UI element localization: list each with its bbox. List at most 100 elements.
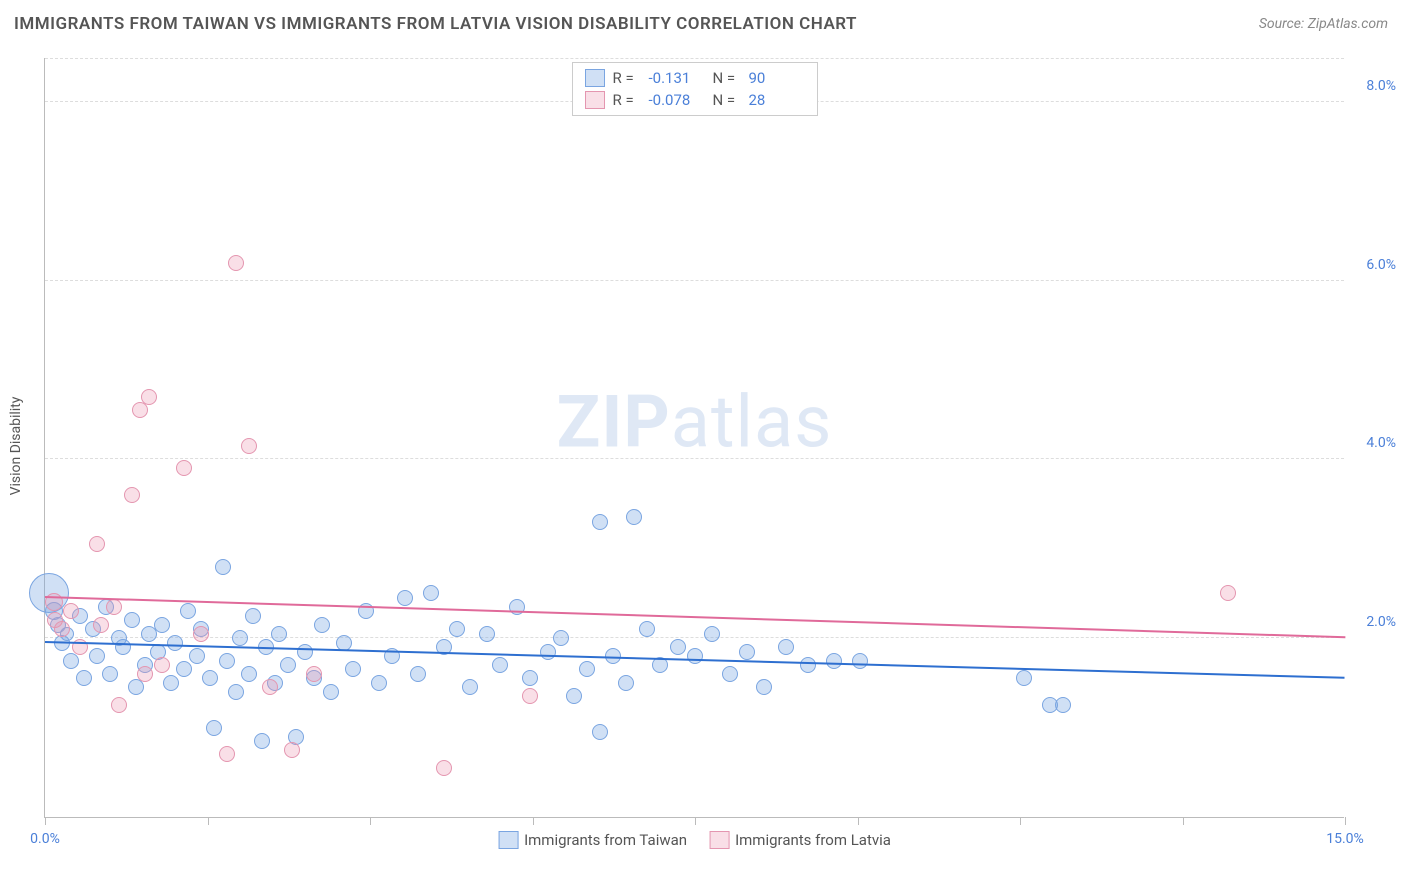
r-value: -0.078 [649, 91, 705, 109]
data-point [553, 630, 569, 646]
data-point [180, 603, 196, 619]
gridline [45, 58, 1344, 59]
data-point [262, 679, 278, 695]
data-point [522, 670, 538, 686]
data-point [93, 617, 109, 633]
data-point [592, 724, 608, 740]
data-point [284, 742, 300, 758]
data-point [639, 621, 655, 637]
data-point [397, 590, 413, 606]
data-point [739, 644, 755, 660]
source-attribution: Source: ZipAtlas.com [1259, 16, 1388, 32]
watermark: ZIPatlas [557, 380, 833, 465]
data-point [1016, 670, 1032, 686]
data-point [215, 559, 231, 575]
data-point [1055, 697, 1071, 713]
correlation-legend-row: R = -0.131 N = 90 [581, 67, 809, 89]
x-tick [1183, 817, 1184, 825]
data-point [778, 639, 794, 655]
watermark-bold: ZIP [557, 380, 671, 465]
data-point [826, 653, 842, 669]
data-point [323, 684, 339, 700]
x-tick [370, 817, 371, 825]
data-point [704, 626, 720, 642]
data-point [687, 648, 703, 664]
data-point [306, 666, 322, 682]
data-point [423, 585, 439, 601]
data-point [176, 661, 192, 677]
y-axis-label: Vision Disability [8, 397, 24, 496]
data-point [154, 617, 170, 633]
gridline [45, 458, 1344, 459]
x-tick [858, 817, 859, 825]
data-point [176, 460, 192, 476]
data-point [626, 509, 642, 525]
data-point [228, 684, 244, 700]
x-tick [45, 817, 46, 825]
gridline [45, 280, 1344, 281]
data-point [410, 666, 426, 682]
data-point [232, 630, 248, 646]
data-point [670, 639, 686, 655]
data-point [106, 599, 122, 615]
data-point [132, 402, 148, 418]
series-legend-item: Immigrants from Latvia [709, 831, 891, 849]
data-point [89, 648, 105, 664]
data-point [1220, 585, 1236, 601]
data-point [124, 612, 140, 628]
r-value: -0.131 [649, 69, 705, 87]
r-label: R = [613, 69, 641, 87]
data-point [345, 661, 361, 677]
data-point [245, 608, 261, 624]
data-point [206, 720, 222, 736]
legend-swatch [709, 831, 729, 849]
data-point [219, 653, 235, 669]
chart-title: IMMIGRANTS FROM TAIWAN VS IMMIGRANTS FRO… [14, 14, 857, 34]
data-point [167, 635, 183, 651]
data-point [566, 688, 582, 704]
n-label: N = [713, 69, 741, 87]
legend-swatch [585, 91, 605, 109]
data-point [76, 670, 92, 686]
data-point [800, 657, 816, 673]
data-point [115, 639, 131, 655]
data-point [89, 536, 105, 552]
y-tick-label: 2.0% [1366, 614, 1396, 630]
data-point [63, 653, 79, 669]
legend-swatch [585, 69, 605, 87]
data-point [592, 514, 608, 530]
data-point [154, 657, 170, 673]
data-point [219, 746, 235, 762]
data-point [579, 661, 595, 677]
data-point [189, 648, 205, 664]
data-point [193, 626, 209, 642]
data-point [124, 487, 140, 503]
data-point [492, 657, 508, 673]
x-tick-label: 15.0% [1326, 831, 1364, 847]
n-label: N = [713, 91, 741, 109]
data-point [102, 666, 118, 682]
series-name: Immigrants from Latvia [735, 831, 891, 849]
n-value: 90 [749, 69, 805, 87]
data-point [202, 670, 218, 686]
watermark-light: atlas [671, 380, 833, 465]
data-point [271, 626, 287, 642]
data-point [254, 733, 270, 749]
data-point [756, 679, 772, 695]
data-point [852, 653, 868, 669]
data-point [314, 617, 330, 633]
y-tick-label: 6.0% [1366, 257, 1396, 273]
correlation-legend: R =-0.131N =90R =-0.078N =28 [572, 62, 818, 116]
scatter-plot-area: ZIPatlas 2.0%4.0%6.0%8.0%0.0%15.0%R =-0.… [44, 58, 1344, 818]
data-point [297, 644, 313, 660]
legend-swatch [498, 831, 518, 849]
data-point [371, 675, 387, 691]
data-point [449, 621, 465, 637]
x-tick [1345, 817, 1346, 825]
data-point [54, 621, 70, 637]
data-point [141, 389, 157, 405]
data-point [436, 760, 452, 776]
series-name: Immigrants from Taiwan [524, 831, 687, 849]
data-point [280, 657, 296, 673]
data-point [722, 666, 738, 682]
